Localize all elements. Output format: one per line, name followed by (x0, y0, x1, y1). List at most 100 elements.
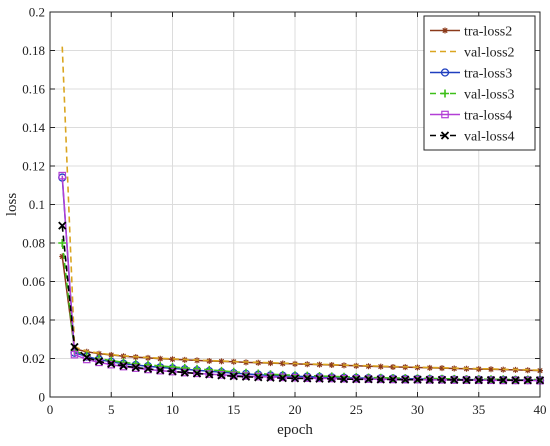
data-point (82, 355, 91, 364)
data-point (156, 366, 165, 375)
data-point (254, 372, 263, 381)
y-tick-label: 0.16 (22, 82, 45, 97)
data-point (168, 362, 177, 371)
data-point (241, 372, 251, 381)
data-point (523, 376, 532, 385)
data-point (315, 374, 324, 383)
data-point (327, 374, 336, 384)
data-point (156, 362, 165, 371)
y-tick-label: 0 (39, 390, 46, 405)
data-point (70, 342, 79, 352)
y-tick-label: 0.04 (22, 313, 45, 328)
data-point (58, 239, 67, 247)
data-point (131, 363, 140, 372)
data-point (474, 375, 483, 385)
data-point (193, 364, 201, 373)
legend: tra-loss2 val-loss2 tra-loss3 val-loss3 tra-… (423, 15, 536, 151)
x-tick-label: 0 (47, 402, 54, 417)
data-point (339, 374, 349, 384)
data-point (388, 375, 398, 384)
y-tick-label: 0.2 (29, 5, 45, 20)
data-point (180, 368, 189, 377)
x-tick-label: 5 (108, 402, 115, 417)
data-point (426, 364, 433, 371)
data-point (143, 364, 153, 374)
legend-item: val-loss4 (430, 130, 515, 145)
data-point (180, 363, 189, 372)
y-tick-label: 0.1 (29, 197, 45, 212)
data-point (303, 374, 312, 383)
data-point (217, 366, 226, 375)
data-point (437, 375, 447, 385)
data-point (450, 375, 459, 385)
legend-label: tra-loss3 (464, 67, 512, 82)
data-point (316, 361, 323, 368)
data-point (205, 365, 214, 374)
legend-item: tra-loss2 (430, 25, 512, 40)
data-point (364, 375, 373, 384)
data-point (267, 360, 274, 367)
data-point (278, 373, 287, 383)
data-point (192, 369, 202, 378)
legend-item: val-loss2 (430, 46, 515, 61)
data-point (156, 366, 165, 375)
data-point (266, 373, 275, 382)
y-tick-label: 0.02 (22, 351, 45, 366)
data-point (401, 375, 410, 384)
data-point (107, 360, 116, 369)
data-point (82, 353, 91, 362)
data-point (377, 363, 384, 370)
legend-label: val-loss3 (464, 88, 515, 103)
legend-box (423, 15, 536, 151)
y-tick-label: 0.18 (22, 43, 45, 58)
x-axis-label: epoch (277, 422, 313, 438)
data-point (217, 371, 226, 380)
series-val-loss4 (58, 221, 545, 385)
y-tick-label: 0.08 (22, 236, 45, 251)
legend-label: val-loss2 (464, 46, 515, 61)
data-point (108, 352, 115, 359)
data-point (94, 357, 104, 366)
data-point (58, 221, 67, 230)
data-point (499, 375, 508, 385)
legend-item: val-loss3 (430, 88, 515, 103)
data-point (328, 362, 335, 369)
data-point (70, 350, 79, 359)
y-tick-label: 0.06 (22, 274, 45, 289)
y-tick-label: 0.14 (22, 120, 45, 135)
y-axis-label: loss (4, 193, 20, 217)
legend-marker (441, 89, 449, 98)
data-point (168, 367, 177, 376)
x-tick-label: 35 (472, 402, 485, 417)
legend-marker (440, 68, 450, 77)
legend-label: tra-loss4 (464, 109, 512, 124)
data-point (254, 373, 263, 382)
legend-label: tra-loss2 (464, 25, 512, 40)
data-point (119, 362, 128, 371)
x-tick-label: 20 (289, 402, 302, 417)
data-point (425, 375, 434, 385)
data-point (59, 253, 66, 260)
ticks: 0 5 10 15 20 25 30 35 40 0 0.02 0.04 0.06 0.08 0.1 0.12… (22, 5, 546, 418)
data-point (144, 360, 152, 369)
legend-label: val-loss4 (464, 130, 515, 145)
data-point (107, 359, 116, 369)
data-point (413, 375, 422, 384)
data-point (462, 375, 471, 385)
data-point (290, 374, 300, 383)
data-point (58, 171, 67, 180)
data-point (205, 370, 214, 379)
data-point (206, 358, 213, 365)
data-point (169, 356, 176, 363)
data-point (439, 365, 445, 372)
legend-marker (441, 110, 449, 119)
series-line (61, 256, 541, 372)
legend-marker (442, 27, 448, 34)
x-tick-label: 30 (411, 402, 424, 417)
data-point (376, 375, 385, 384)
data-point (229, 372, 238, 381)
x-tick-label: 10 (166, 402, 179, 417)
data-point (488, 366, 494, 373)
